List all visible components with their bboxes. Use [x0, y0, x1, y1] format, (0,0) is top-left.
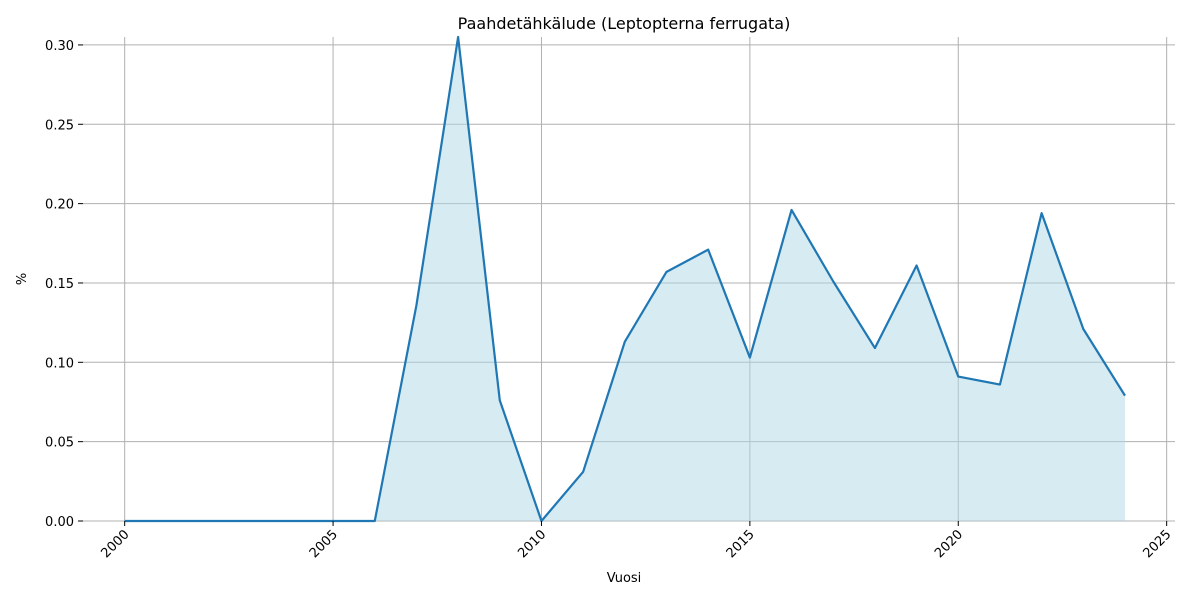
x-axis-ticks: 2000 2005 2010 2015 2020 2025 — [99, 521, 1174, 561]
x-tick-label: 2010 — [515, 527, 549, 561]
y-axis-label: % — [15, 273, 30, 285]
y-tick-label: 0.25 — [45, 118, 74, 133]
series-line — [124, 35, 1126, 523]
chart-title: Paahdetähkälude (Leptopterna ferrugata) — [458, 14, 791, 33]
y-tick-label: 0.20 — [45, 198, 74, 213]
x-tick-label: 2005 — [307, 527, 341, 561]
x-axis-label: Vuosi — [607, 571, 642, 586]
x-tick-label: 2000 — [99, 527, 133, 561]
x-tick-label: 2015 — [724, 527, 758, 561]
y-axis-ticks: 0.00 0.05 0.10 0.15 0.20 0.25 0.30 — [45, 39, 83, 530]
series-area-fill — [124, 37, 1125, 521]
x-tick-label: 2025 — [1140, 527, 1174, 561]
y-tick-label: 0.10 — [45, 356, 74, 371]
y-tick-label: 0.15 — [45, 277, 74, 292]
y-tick-label: 0.05 — [45, 436, 74, 451]
x-tick-label: 2020 — [932, 527, 966, 561]
y-tick-label: 0.30 — [45, 39, 74, 54]
y-tick-label: 0.00 — [45, 515, 74, 530]
